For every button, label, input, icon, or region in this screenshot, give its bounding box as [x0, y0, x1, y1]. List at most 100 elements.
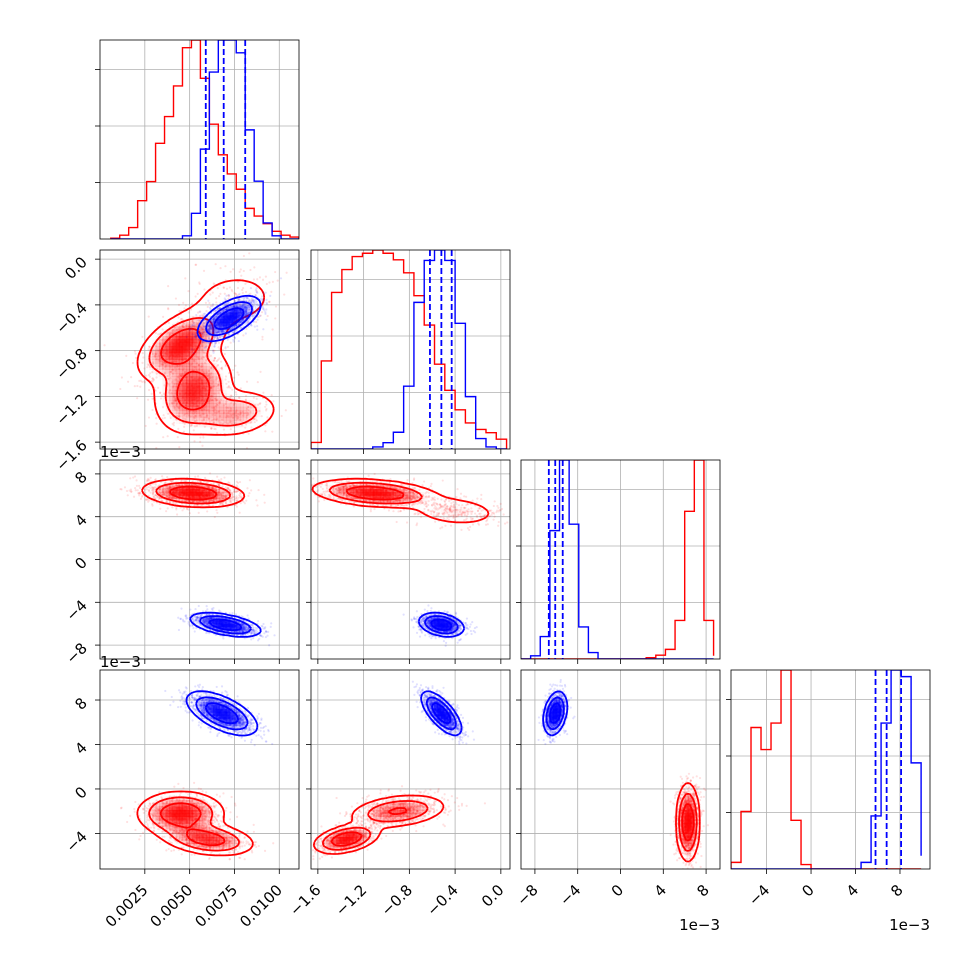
density-cell — [172, 383, 177, 387]
sample-point — [250, 426, 253, 429]
density-cell — [169, 400, 173, 404]
sample-point — [227, 406, 230, 409]
sample-point — [217, 382, 220, 385]
sample-point — [218, 400, 221, 403]
sample-point — [199, 329, 202, 333]
density-cell — [212, 406, 217, 411]
density-cell — [226, 420, 231, 425]
sample-point — [183, 422, 186, 426]
sample-point — [195, 313, 198, 317]
density-cell — [172, 373, 177, 377]
sample-point — [210, 395, 213, 398]
density-cell — [175, 339, 180, 344]
density-cell — [175, 336, 180, 340]
density-cell — [240, 397, 244, 401]
sample-point — [183, 413, 186, 417]
sample-point — [207, 417, 210, 420]
sample-point — [207, 369, 210, 373]
sample-point — [174, 400, 177, 403]
sample-point — [189, 323, 192, 327]
density-cell — [172, 339, 177, 344]
density-cell — [226, 416, 231, 421]
density-cell — [237, 397, 241, 401]
sample-point — [266, 314, 269, 318]
sample-point — [210, 419, 214, 422]
sample-point — [284, 409, 287, 412]
sample-point — [215, 376, 218, 379]
sample-point — [201, 332, 204, 335]
density-cell — [209, 325, 214, 330]
density-cell — [209, 322, 214, 327]
sample-point — [221, 368, 224, 371]
sample-point — [260, 311, 264, 314]
density-cell — [192, 413, 197, 418]
density-cell — [196, 416, 200, 421]
density-cell — [209, 373, 214, 377]
sample-point — [229, 420, 232, 423]
sample-point — [253, 417, 256, 421]
sample-point — [218, 410, 221, 413]
sample-point — [157, 333, 160, 336]
sample-point — [229, 270, 232, 273]
sample-point — [265, 282, 268, 286]
sample-point — [226, 414, 229, 417]
density-cell — [186, 413, 190, 418]
sample-point — [202, 408, 206, 411]
sample-point — [226, 338, 229, 341]
sample-point — [202, 356, 206, 359]
sample-point — [223, 420, 226, 424]
density-cell — [223, 410, 227, 414]
sample-point — [259, 314, 262, 317]
sample-point — [171, 368, 174, 372]
sample-point — [155, 372, 158, 375]
sample-point — [218, 357, 221, 360]
density-cell — [229, 406, 234, 411]
sample-point — [227, 415, 230, 418]
sample-point — [218, 295, 221, 298]
sample-point — [130, 490, 133, 493]
sample-point — [265, 302, 269, 306]
sample-point — [224, 378, 227, 381]
sample-point — [235, 495, 238, 498]
density-cell — [220, 427, 224, 431]
sample-point — [250, 420, 253, 424]
sample-point — [247, 405, 250, 409]
density-cell — [226, 312, 231, 317]
sample-point — [166, 374, 169, 378]
density-cell — [179, 352, 183, 357]
sample-point — [211, 413, 214, 416]
density-cell — [169, 376, 173, 381]
density-cell — [196, 413, 200, 418]
density-cell — [199, 356, 204, 360]
density-cell — [202, 416, 207, 421]
sample-point — [184, 371, 187, 374]
density-cell — [192, 393, 197, 398]
sample-point — [261, 335, 264, 338]
sample-point — [213, 357, 216, 360]
sample-point — [218, 389, 221, 392]
sample-point — [174, 369, 177, 372]
sample-point — [269, 294, 272, 297]
sample-point — [183, 326, 186, 329]
density-cell — [219, 420, 224, 425]
sample-point — [167, 330, 170, 334]
sample-point — [255, 290, 258, 294]
sample-point — [136, 384, 139, 388]
density-cell — [260, 407, 264, 411]
density-cell — [219, 319, 224, 323]
sample-point — [265, 298, 268, 301]
sample-point — [148, 345, 151, 348]
density-cell — [202, 342, 207, 347]
sample-point — [154, 483, 157, 486]
sample-point — [136, 489, 139, 492]
sample-point — [155, 417, 158, 420]
density-cell — [216, 406, 221, 411]
sample-point — [261, 278, 265, 281]
sample-point — [150, 379, 153, 383]
sample-point — [196, 311, 200, 314]
density-cell — [189, 389, 194, 394]
density-cell — [206, 362, 210, 367]
sample-point — [162, 414, 165, 417]
density-cell — [199, 383, 204, 387]
density-cell — [212, 373, 217, 377]
